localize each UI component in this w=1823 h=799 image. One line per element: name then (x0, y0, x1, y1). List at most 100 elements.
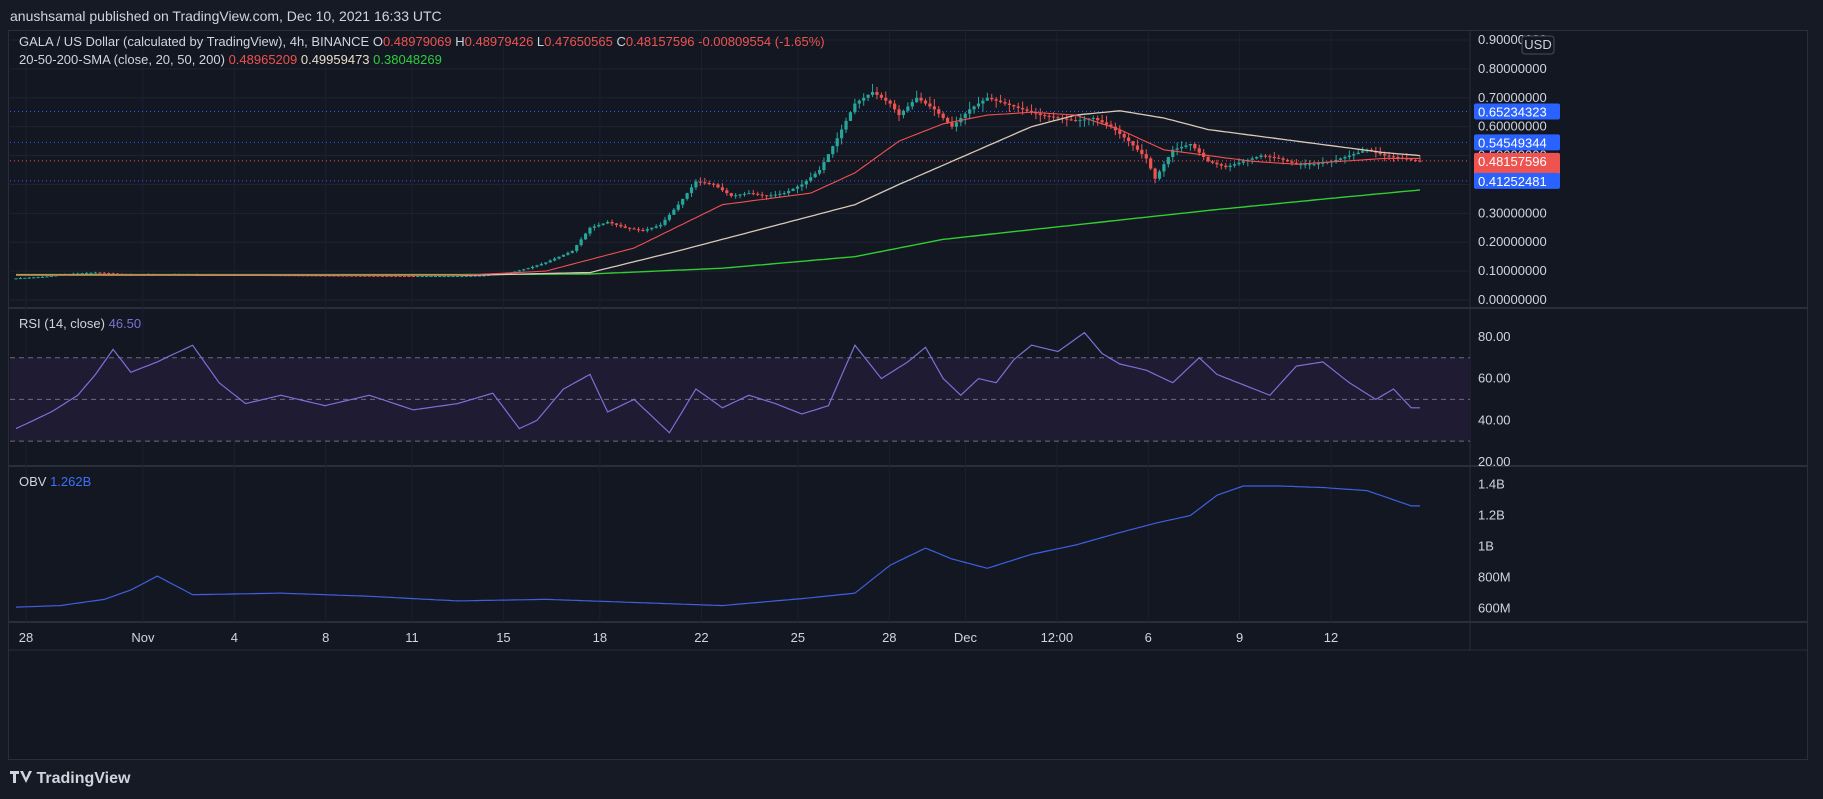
candle-body (486, 274, 491, 276)
obv-axis-tick: 600M (1478, 601, 1511, 616)
candle-body (1356, 152, 1360, 155)
candle-body (1179, 146, 1184, 149)
candle-body (1003, 102, 1007, 104)
candle-body (438, 276, 442, 278)
candle-body (769, 195, 773, 197)
candle-body (349, 275, 354, 277)
candle-body (1140, 149, 1144, 155)
candle-body (875, 92, 879, 95)
time-axis-tick: 28 (882, 630, 896, 645)
chart-canvas[interactable]: 0.900000000.800000000.700000000.60000000… (8, 30, 1808, 760)
rsi-legend: RSI (14, close) 46.50 (19, 316, 141, 331)
candle-body (469, 275, 473, 277)
candle-body (548, 260, 552, 263)
candle-body (407, 275, 411, 277)
candle-body (641, 229, 645, 231)
candle-body (831, 146, 835, 155)
obv-axis-tick: 1.2B (1478, 507, 1505, 522)
candle-body (398, 275, 402, 277)
candle-body (1237, 162, 1241, 165)
candle-body (968, 109, 972, 114)
ohlc-key-h: H (455, 34, 464, 49)
price-axis-tick: 0.70000000 (1478, 90, 1547, 105)
candle-body (844, 120, 848, 130)
candle-body (809, 177, 813, 181)
brand-text: TradingView (36, 770, 131, 787)
candle-body (1056, 117, 1060, 119)
candle-body (544, 262, 548, 264)
candle-body (107, 273, 111, 275)
obv-legend-title: OBV (19, 474, 50, 489)
obv-axis-tick: 1B (1478, 539, 1494, 554)
candle-body (985, 97, 989, 101)
candle-body (1082, 119, 1087, 121)
obv-axis-tick: 1.4B (1478, 476, 1505, 491)
candle-body (111, 273, 115, 275)
sma50-line (16, 110, 1421, 277)
candle-body (835, 138, 839, 147)
candle-body (954, 122, 959, 127)
candle-body (561, 254, 566, 257)
candle-body (588, 227, 592, 234)
candle-body (804, 180, 808, 185)
candle-body (990, 97, 994, 100)
candle-body (654, 226, 658, 228)
candle-body (1347, 155, 1351, 157)
candle-body (442, 276, 446, 278)
candle-body (800, 184, 804, 187)
ohlc-value-h: 0.48979426 (465, 34, 537, 49)
candle-body (729, 193, 733, 196)
candle-body (1109, 124, 1113, 127)
candle-body (897, 109, 901, 116)
candle-body (535, 265, 539, 267)
ohlc-key-c: C (616, 34, 625, 49)
candle-body (888, 100, 892, 104)
candle-body (433, 276, 438, 278)
candle-body (734, 195, 738, 197)
candle-body (1021, 107, 1025, 110)
candle-body (429, 276, 433, 278)
time-axis-tick: 8 (322, 630, 329, 645)
price-grid (10, 39, 1470, 301)
time-axis-tick: Dec (954, 630, 978, 645)
time-axis-tick: 22 (694, 630, 708, 645)
candle-body (539, 263, 543, 266)
candle-body (1206, 157, 1210, 162)
candle-body (711, 183, 716, 185)
candle-body (553, 258, 557, 261)
candle-body (1069, 119, 1073, 121)
candle-body (998, 100, 1003, 103)
candle-body (1387, 155, 1391, 157)
candle-body (522, 269, 526, 271)
candle-body (787, 190, 791, 194)
candle-body (460, 275, 464, 277)
obv-legend: OBV 1.262B (19, 474, 91, 489)
time-axis-tick: 6 (1145, 630, 1152, 645)
candle-body (363, 275, 367, 277)
candle-body (1096, 118, 1100, 121)
candle-body (579, 239, 583, 246)
sma-legend-name: 20-50-200-SMA (close, 20, 50, 200) (19, 52, 229, 67)
candle-body (18, 278, 23, 280)
candle-body (1166, 157, 1170, 165)
candle-body (27, 277, 31, 279)
obv-line (15, 485, 1420, 608)
candle-body (937, 109, 941, 114)
candle-body (575, 245, 579, 251)
rsi-axis-tick: 40.00 (1478, 412, 1511, 427)
candle-body (685, 193, 689, 199)
candle-body (1153, 168, 1157, 179)
time-axis-tick: 12 (1324, 630, 1338, 645)
candle-body (817, 170, 822, 174)
candle-body (49, 275, 53, 277)
candle-body (1378, 152, 1382, 155)
candle-body (703, 182, 707, 184)
candle-body (1334, 159, 1338, 162)
candle-body (1012, 105, 1016, 107)
candle-body (1418, 160, 1422, 162)
candle-body (354, 275, 358, 277)
candle-body (853, 103, 857, 113)
candle-body (698, 181, 702, 183)
candle-body (358, 275, 362, 277)
candle-body (1118, 130, 1122, 134)
